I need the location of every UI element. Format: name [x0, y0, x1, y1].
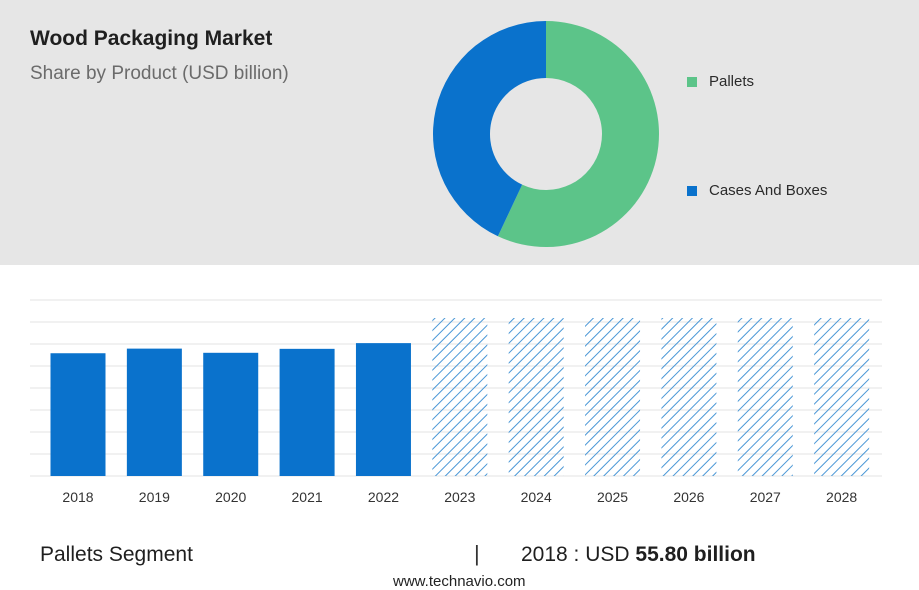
legend-label-pallets: Pallets [709, 73, 755, 90]
x-tick-label: 2027 [750, 489, 781, 505]
x-tick-label: 2024 [521, 489, 552, 505]
bar-forecast-2025 [585, 318, 641, 476]
legend-item-pallets: Pallets [687, 73, 754, 90]
donut-slice-pallets [497, 21, 659, 247]
x-tick-label: 2018 [62, 489, 93, 505]
chart-title: Wood Packaging Market [30, 27, 273, 50]
donut-chart [432, 20, 659, 247]
x-tick-label: 2021 [292, 489, 323, 505]
chart-subtitle: Share by Product (USD billion) [30, 63, 289, 84]
bar-forecast-2028 [814, 318, 870, 476]
x-tick-label: 2023 [444, 489, 475, 505]
segment-value-amount: 55.80 billion [635, 543, 756, 566]
legend-label-cases-and-boxes: Cases And Boxes [709, 182, 828, 199]
bar-2020 [203, 352, 259, 476]
segment-value: 2018 : USD 55.80 billion [521, 543, 756, 567]
x-tick-label: 2019 [139, 489, 170, 505]
donut-slice-cases-and-boxes [432, 20, 546, 237]
legend-item-cases-and-boxes: Cases And Boxes [687, 182, 827, 199]
bar-chart: 2018 2019 2020 2021 2022 2023 2024 2025 2026 2027… [30, 299, 882, 505]
x-tick-label: 2025 [597, 489, 628, 505]
x-tick-label: 2022 [368, 489, 399, 505]
bar-forecast-2027 [737, 318, 793, 476]
bar-forecast-2024 [508, 318, 564, 476]
bar-2022 [355, 343, 411, 476]
bar-2021 [279, 348, 335, 476]
bar-2019 [126, 348, 182, 476]
bar-forecast-2023 [432, 318, 488, 476]
bar-2018 [50, 353, 106, 476]
x-tick-label: 2028 [826, 489, 857, 505]
legend-swatch-pallets [687, 76, 697, 87]
legend-swatch-cases-and-boxes [687, 185, 697, 196]
x-tick-label: 2026 [673, 489, 704, 505]
segment-value-prefix: 2018 : USD [521, 543, 636, 566]
source-url: www.technavio.com [393, 573, 526, 590]
x-tick-label: 2020 [215, 489, 246, 505]
footer-separator: | [474, 541, 480, 566]
bar-forecast-2026 [661, 318, 717, 476]
segment-label: Pallets Segment [40, 543, 193, 566]
